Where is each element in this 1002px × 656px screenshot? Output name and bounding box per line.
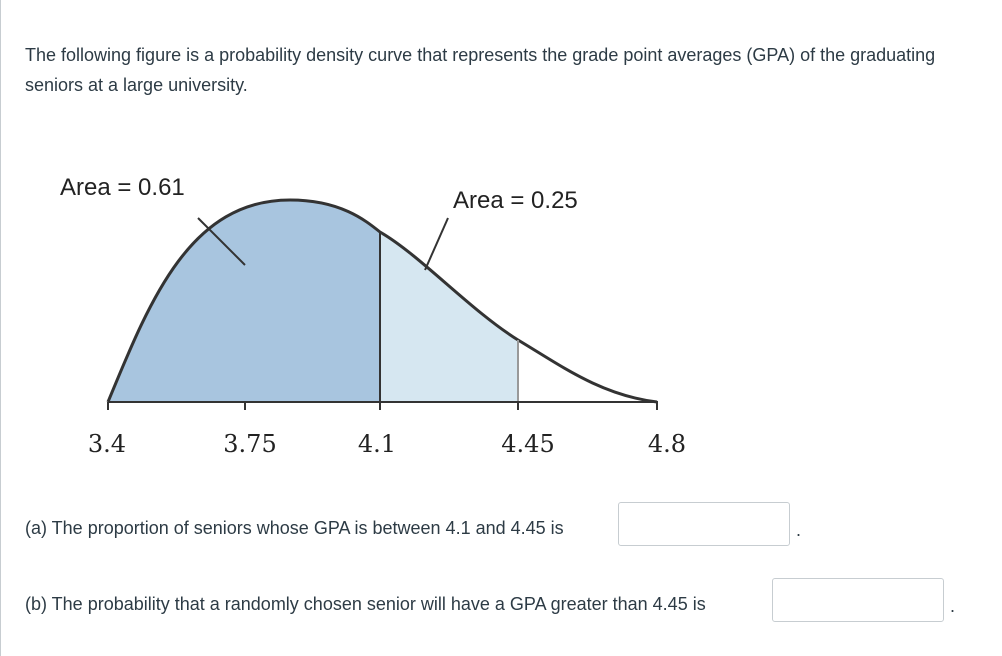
answer-b-input[interactable] xyxy=(772,578,944,622)
leader-line-025 xyxy=(424,217,449,271)
period-b: . xyxy=(950,596,956,616)
question-intro: The following figure is a probability de… xyxy=(25,45,936,95)
tick-label-4-1: 4.1 xyxy=(358,430,396,458)
tick-label-4-8: 4.8 xyxy=(648,430,686,458)
leader-line-061 xyxy=(197,217,246,266)
density-curve xyxy=(106,198,658,404)
tick-label-3-4: 3.4 xyxy=(88,430,126,458)
answer-a-input[interactable] xyxy=(618,502,790,546)
tick-label-3-75: 3.75 xyxy=(223,430,276,458)
density-figure: Area = 0.61 Area = 0.25 3.4 3.75 4.1 4.4… xyxy=(40,160,740,480)
density-chart: Area = 0.61 Area = 0.25 3.4 3.75 4.1 4.4… xyxy=(60,174,686,458)
period-a: . xyxy=(796,520,802,540)
area-label-061: Area = 0.61 xyxy=(60,174,185,201)
area-label-025: Area = 0.25 xyxy=(453,187,578,214)
region-area-025 xyxy=(380,232,518,402)
left-border xyxy=(0,0,1,656)
question-part-b: (b) The probability that a randomly chos… xyxy=(25,594,706,614)
question-part-a: (a) The proportion of seniors whose GPA … xyxy=(25,518,564,538)
tick-label-4-45: 4.45 xyxy=(501,430,554,458)
region-area-061 xyxy=(108,200,380,402)
